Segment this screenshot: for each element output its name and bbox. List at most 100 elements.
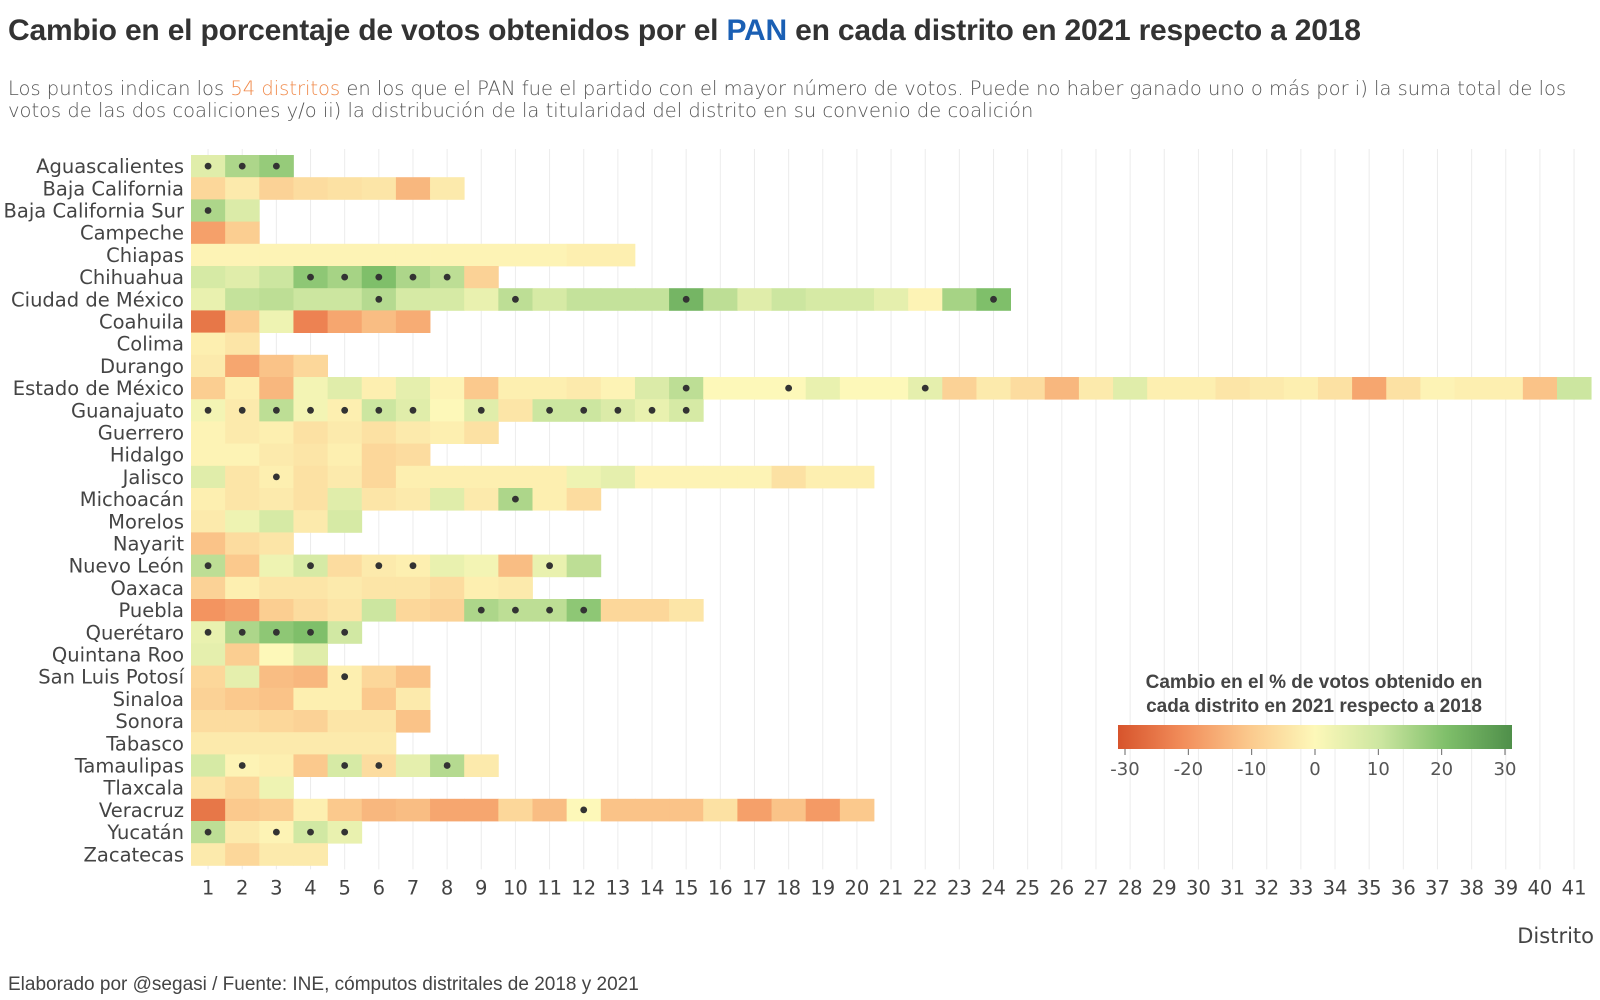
state-label: Estado de México [13,377,184,400]
heatmap-cell [430,377,465,400]
winner-dot [580,806,588,814]
heatmap-cell [225,554,260,578]
heatmap-cell [395,243,431,267]
heatmap-cell [703,288,738,311]
heatmap-cell [293,798,328,822]
heatmap-cell [805,798,841,822]
heatmap-cell [464,465,499,489]
winner-dot [204,162,212,170]
heatmap-cell [327,798,363,822]
heatmap-cell [839,465,875,489]
heatmap-cell [327,599,363,622]
heatmap-cell [259,665,294,689]
heatmap-cell [327,243,363,267]
heatmap-cell [703,465,738,489]
heatmap-cell [361,465,397,489]
heatmap-cell [532,288,568,311]
heatmap-cell [293,288,328,311]
winner-dot [682,295,690,303]
winner-dot [512,495,519,503]
heatmap-cell [225,821,260,844]
heatmap-cell [1044,377,1080,400]
heatmap-cell [464,377,499,400]
heatmap-cell [259,266,294,289]
heatmap-cell [225,599,260,622]
x-tick-label: 34 [1323,876,1348,899]
winner-dot [238,406,246,414]
x-tick-label: 14 [640,876,665,899]
heatmap-cell [771,798,807,822]
heatmap-cell [293,421,328,444]
heatmap-cell [669,465,704,489]
x-tick-label: 27 [1084,876,1109,899]
heatmap-cell [634,798,670,822]
legend-tick-label: -10 [1237,759,1266,780]
heatmap-cell [293,710,328,733]
heatmap-cell [191,288,226,311]
winner-dot [238,762,246,769]
heatmap-cell [225,710,260,733]
heatmap-cell [498,576,533,600]
heatmap-cell [942,377,977,400]
winner-dot [682,406,690,414]
heatmap-cell [430,465,465,489]
heatmap-cell [191,732,226,755]
heatmap-cell [225,843,260,866]
heatmap-cell [259,710,294,733]
heatmap-cell [464,554,499,578]
state-label: Baja California [43,177,185,200]
winner-dot [272,162,280,170]
heatmap-cell [259,354,294,378]
state-label: Quintana Roo [52,644,184,667]
winner-dot [272,473,280,481]
state-label: Aguascalientes [36,155,184,178]
heatmap-cell [225,576,260,600]
heatmap-cell [395,177,431,200]
heatmap-cell [430,576,465,600]
x-tick-label: 1 [202,876,214,899]
heatmap-cell [191,665,226,689]
heatmap-cell [225,354,260,378]
heatmap-cell [191,510,226,533]
heatmap-cell [634,288,670,311]
winner-dot [477,606,485,614]
title-highlight-pan: PAN [726,14,787,47]
winner-dot [443,762,451,769]
heatmap-cell [395,443,431,467]
state-label: Guanajuato [71,399,184,422]
heatmap-cell [703,798,738,822]
heatmap-cell [395,576,431,600]
heatmap-cell [634,599,670,622]
heatmap-cell [805,288,841,311]
heatmap-cell [225,776,260,800]
state-label: Sonora [115,710,184,733]
heatmap-cell [191,377,226,400]
heatmap-cell [259,576,294,600]
title-part-2: en cada distrito en 2021 respecto a 2018 [786,14,1361,47]
state-label: San Luis Potosí [38,666,184,689]
winner-dot [546,562,553,570]
heatmap-cell [737,465,772,489]
winner-dot [785,384,793,392]
heatmap-cell [225,443,260,467]
heatmap-cell [259,687,294,711]
heatmap-cell [225,488,260,511]
x-tick-label: 8 [441,876,453,899]
heatmap-cell [259,599,294,622]
winner-dot [512,295,519,303]
heatmap-cell [361,732,397,755]
heatmap-cell [498,554,533,578]
state-label: Puebla [118,599,184,622]
heatmap-cell [600,465,636,489]
x-tick-label: 9 [475,876,487,899]
legend-title-line-1: Cambio en el % de votos obtenido en [1146,672,1483,693]
heatmap-cell [771,465,807,489]
heatmap-cell [464,421,499,444]
x-tick-label: 39 [1493,876,1518,899]
heatmap-cell [293,443,328,467]
heatmap-cell [191,443,226,467]
heatmap-cell [361,243,397,267]
x-tick-label: 32 [1254,876,1279,899]
heatmap-cell [327,465,363,489]
